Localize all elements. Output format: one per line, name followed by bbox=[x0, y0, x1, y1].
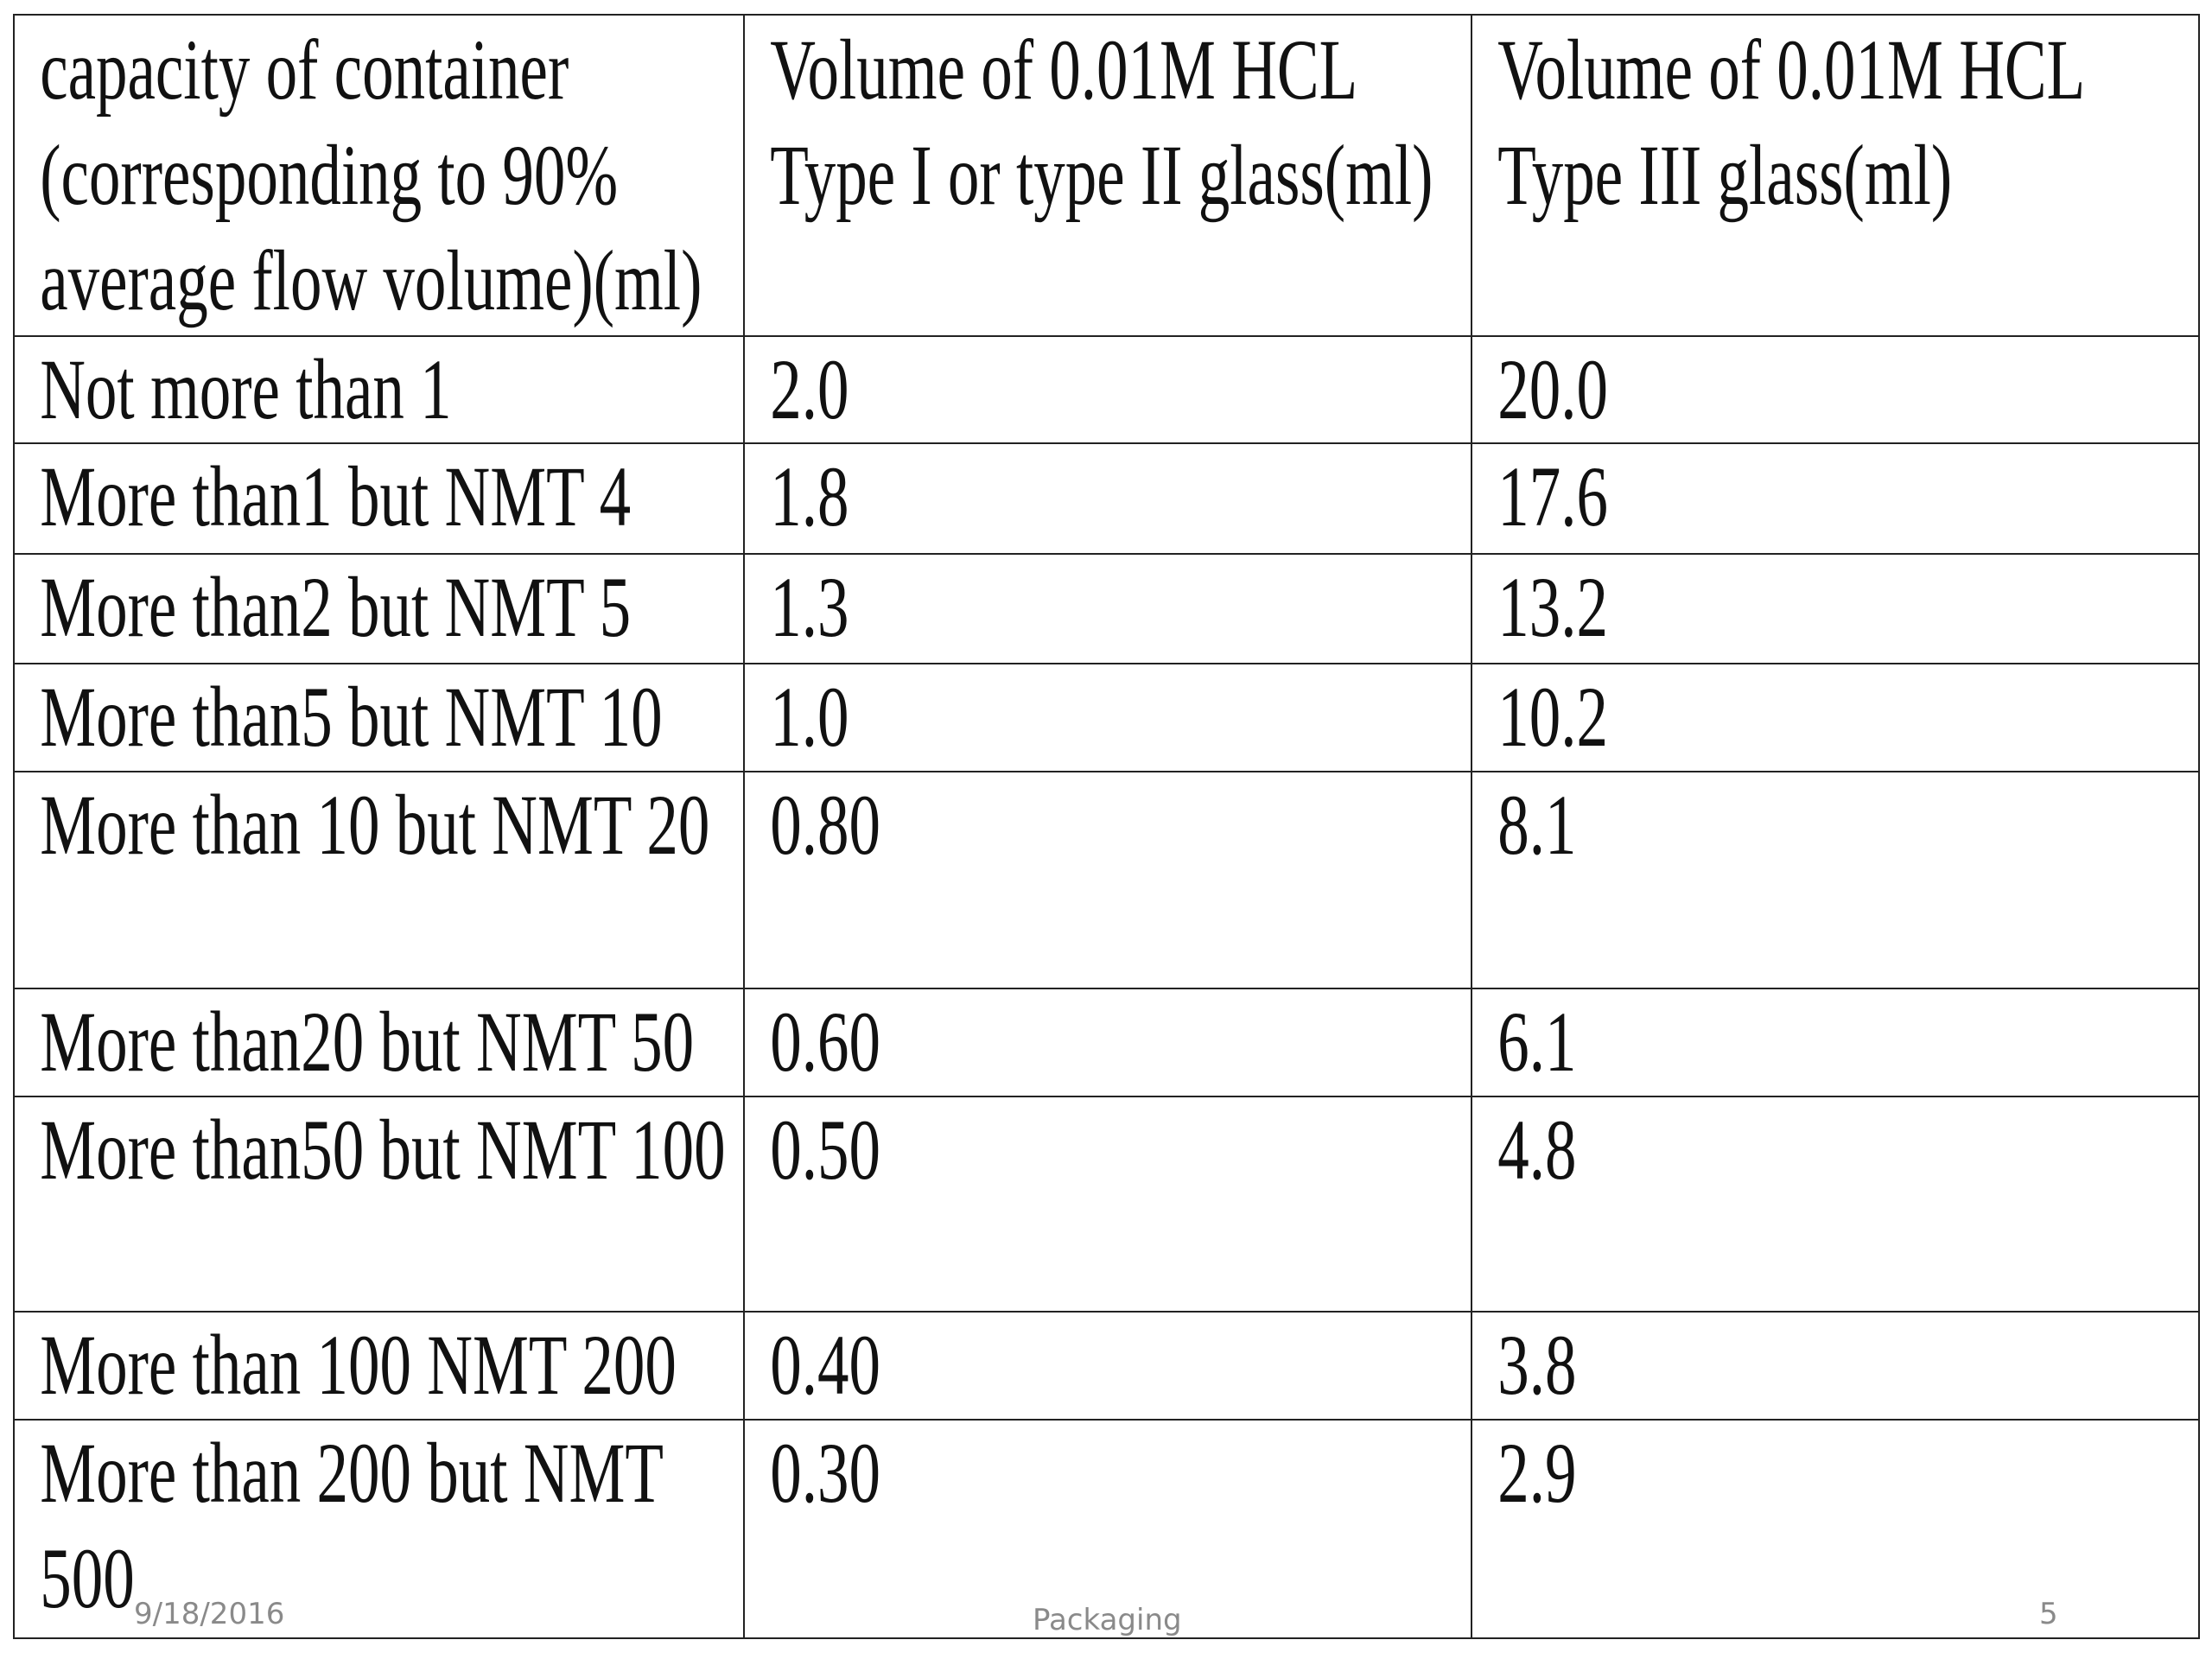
table-cell: More than 10 but NMT 20 bbox=[13, 771, 745, 989]
table-cell: More than20 but NMT 50 bbox=[13, 988, 745, 1097]
table-cell: 0.30 bbox=[743, 1419, 1472, 1639]
table-cell: 0.80 bbox=[743, 771, 1472, 989]
table-cell: 17.6 bbox=[1471, 442, 2200, 555]
table-cell: 1.8 bbox=[743, 442, 1472, 555]
cell-text: 3.8 bbox=[1497, 1317, 1577, 1413]
cell-text: 2.9 bbox=[1497, 1425, 1577, 1521]
cell-text: 6.1 bbox=[1497, 994, 1577, 1090]
cell-text: 10.2 bbox=[1497, 669, 1608, 765]
cell-text: More than 10 but NMT 20 bbox=[40, 777, 710, 873]
table-cell: 13.2 bbox=[1471, 553, 2200, 664]
footer-date: 9/18/2016 bbox=[134, 1597, 285, 1631]
cell-text: 1.3 bbox=[770, 559, 849, 655]
table-cell: Not more than 1 bbox=[13, 335, 745, 444]
table-cell: 2.0 bbox=[743, 335, 1472, 444]
table-cell: 2.9 bbox=[1471, 1419, 2200, 1639]
table-cell: capacity of container (corresponding to … bbox=[13, 14, 745, 337]
table-cell: Volume of 0.01M HCL Type I or type II gl… bbox=[743, 14, 1472, 337]
cell-text: More than5 but NMT 10 bbox=[40, 669, 663, 765]
table-cell: 0.60 bbox=[743, 988, 1472, 1097]
cell-text: 8.1 bbox=[1497, 777, 1577, 873]
table-cell: More than1 but NMT 4 bbox=[13, 442, 745, 555]
table-cell: More than2 but NMT 5 bbox=[13, 553, 745, 664]
table-cell: 10.2 bbox=[1471, 663, 2200, 772]
table-cell: More than 100 NMT 200 bbox=[13, 1311, 745, 1421]
table-cell: 6.1 bbox=[1471, 988, 2200, 1097]
table-cell: 1.0 bbox=[743, 663, 1472, 772]
cell-text: More than1 but NMT 4 bbox=[40, 448, 632, 544]
cell-text: 0.40 bbox=[770, 1317, 880, 1413]
cell-text: More than2 but NMT 5 bbox=[40, 559, 632, 655]
table-cell: 0.40 bbox=[743, 1311, 1472, 1421]
table-cell: 0.50 bbox=[743, 1096, 1472, 1313]
footer-title: Packaging bbox=[1033, 1603, 1182, 1637]
table-cell: 20.0 bbox=[1471, 335, 2200, 444]
page-number: 5 bbox=[2039, 1597, 2058, 1631]
cell-text: 0.80 bbox=[770, 777, 880, 873]
table-cell: Volume of 0.01M HCL Type III glass(ml) bbox=[1471, 14, 2200, 337]
cell-text: 1.8 bbox=[770, 448, 849, 544]
table-cell: 4.8 bbox=[1471, 1096, 2200, 1313]
cell-text: More than 200 but NMT 500 bbox=[40, 1425, 663, 1626]
table-cell: 3.8 bbox=[1471, 1311, 2200, 1421]
header-text: Volume of 0.01M HCL Type I or type II gl… bbox=[770, 22, 1433, 223]
cell-text: More than50 but NMT 100 bbox=[40, 1102, 726, 1198]
cell-text: 0.30 bbox=[770, 1425, 880, 1521]
cell-text: 2.0 bbox=[770, 341, 849, 437]
table-cell: More than 200 but NMT 500 bbox=[13, 1419, 745, 1639]
cell-text: Not more than 1 bbox=[40, 341, 452, 437]
table-cell: 8.1 bbox=[1471, 771, 2200, 989]
cell-text: 0.60 bbox=[770, 994, 880, 1090]
table-cell: More than5 but NMT 10 bbox=[13, 663, 745, 772]
cell-text: More than20 but NMT 50 bbox=[40, 994, 695, 1090]
header-text: Volume of 0.01M HCL Type III glass(ml) bbox=[1497, 22, 2083, 223]
header-text: capacity of container (corresponding to … bbox=[40, 22, 702, 328]
cell-text: 17.6 bbox=[1497, 448, 1608, 544]
cell-text: 4.8 bbox=[1497, 1102, 1577, 1198]
cell-text: 20.0 bbox=[1497, 341, 1608, 437]
cell-text: 1.0 bbox=[770, 669, 849, 765]
cell-text: 0.50 bbox=[770, 1102, 880, 1198]
table-cell: 1.3 bbox=[743, 553, 1472, 664]
cell-text: More than 100 NMT 200 bbox=[40, 1317, 677, 1413]
table-cell: More than50 but NMT 100 bbox=[13, 1096, 745, 1313]
cell-text: 13.2 bbox=[1497, 559, 1608, 655]
